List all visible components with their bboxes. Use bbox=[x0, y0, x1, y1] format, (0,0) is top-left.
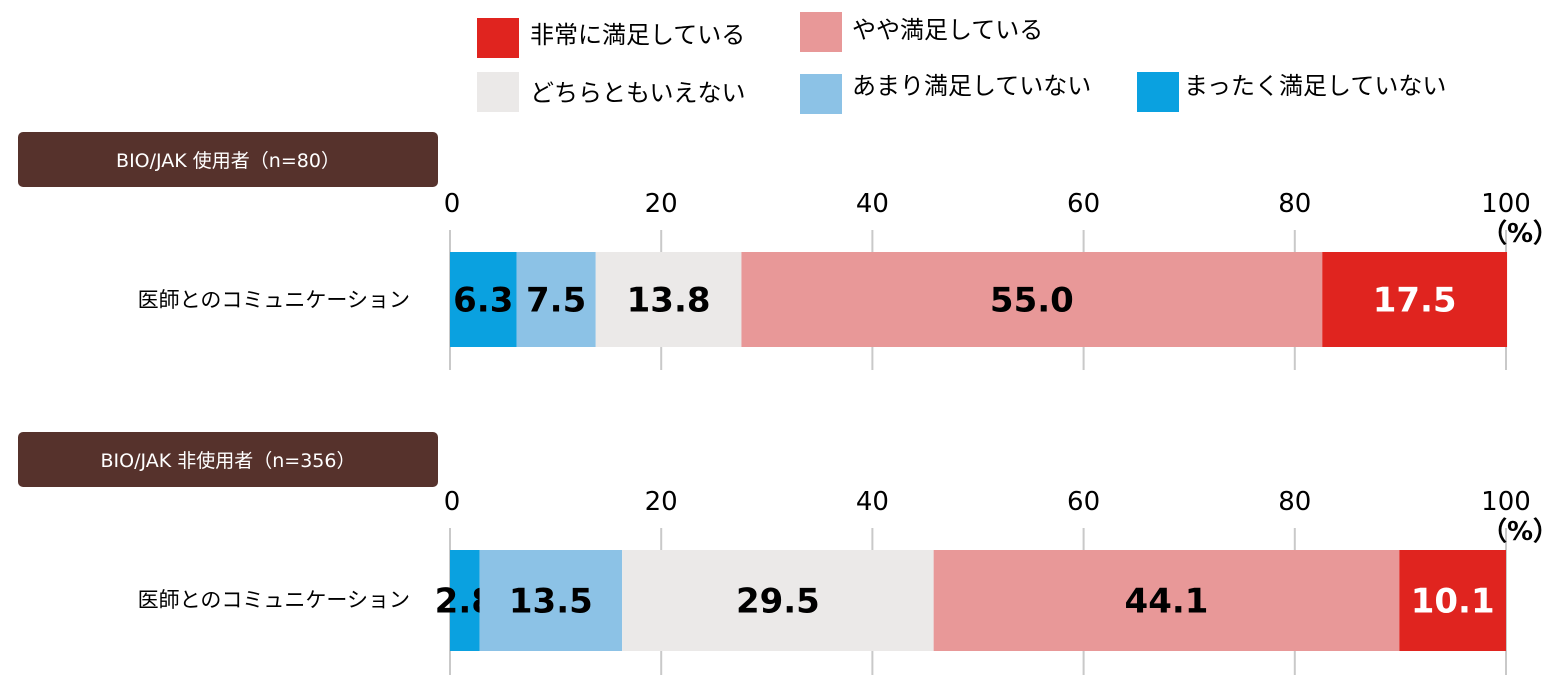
x-tick-label-0-3: 60 bbox=[1067, 189, 1100, 219]
x-tick-label-0-5: 100 bbox=[1481, 189, 1531, 219]
bar-segment-0-2 bbox=[595, 252, 742, 347]
x-tick-label-0-4: 80 bbox=[1278, 189, 1311, 219]
legend-swatch-4 bbox=[1137, 72, 1179, 112]
bar-segment-0-4 bbox=[1322, 252, 1508, 347]
x-tick-label-1-4: 80 bbox=[1278, 487, 1311, 517]
data-label-1-3: 44.1 bbox=[1125, 582, 1209, 622]
legend-swatch-0 bbox=[477, 18, 519, 58]
legend-label-0: 非常に満足している bbox=[530, 21, 745, 49]
bar-segment-1-0 bbox=[450, 550, 480, 651]
data-label-1-2: 29.5 bbox=[736, 582, 820, 622]
bar-segment-0-1 bbox=[516, 252, 596, 347]
legend-label-1: やや満足している bbox=[852, 16, 1043, 44]
x-tick-label-0-1: 20 bbox=[645, 189, 678, 219]
bar-segment-1-1 bbox=[479, 550, 623, 651]
x-tick-label-1-0: 0 bbox=[444, 487, 461, 517]
x-tick-label-0-0: 0 bbox=[444, 189, 461, 219]
group-title-box-0 bbox=[18, 132, 438, 187]
legend-label-2: どちらともいえない bbox=[530, 79, 746, 107]
data-label-0-2: 13.8 bbox=[627, 281, 711, 321]
data-label-0-0: 6.3 bbox=[453, 281, 513, 321]
data-label-0-1: 7.5 bbox=[526, 281, 586, 321]
data-label-1-1: 13.5 bbox=[509, 582, 593, 622]
data-label-0-4: 17.5 bbox=[1373, 281, 1457, 321]
bar-segment-0-0 bbox=[450, 252, 517, 347]
x-tick-label-1-5: 100 bbox=[1481, 487, 1531, 517]
data-label-0-3: 55.0 bbox=[990, 281, 1074, 321]
x-unit-label-0: （%） bbox=[1481, 219, 1559, 249]
group-title-box-1 bbox=[18, 432, 438, 487]
legend-label-4: まったく満足していない bbox=[1184, 72, 1446, 100]
x-tick-label-1-1: 20 bbox=[645, 487, 678, 517]
x-tick-label-1-2: 40 bbox=[856, 487, 889, 517]
x-unit-label-1: （%） bbox=[1481, 517, 1559, 547]
bar-segment-1-3 bbox=[933, 550, 1400, 651]
bar-segment-1-4 bbox=[1399, 550, 1506, 651]
x-tick-label-0-2: 40 bbox=[856, 189, 889, 219]
category-label-0: 医師とのコミュニケーション bbox=[138, 288, 410, 312]
group-title-0: BIO/JAK 使用者（n=80） bbox=[116, 150, 340, 172]
category-label-1: 医師とのコミュニケーション bbox=[138, 588, 410, 612]
legend-label-3: あまり満足していない bbox=[852, 72, 1091, 100]
legend-swatch-3 bbox=[800, 74, 842, 114]
legend-swatch-1 bbox=[800, 12, 842, 52]
group-title-1: BIO/JAK 非使用者（n=356） bbox=[101, 450, 356, 472]
legend-swatch-2 bbox=[477, 72, 519, 112]
data-label-1-4: 10.1 bbox=[1411, 582, 1495, 622]
bar-segment-1-2 bbox=[622, 550, 934, 651]
bar-segment-0-3 bbox=[741, 252, 1323, 347]
x-tick-label-1-3: 60 bbox=[1067, 487, 1100, 517]
